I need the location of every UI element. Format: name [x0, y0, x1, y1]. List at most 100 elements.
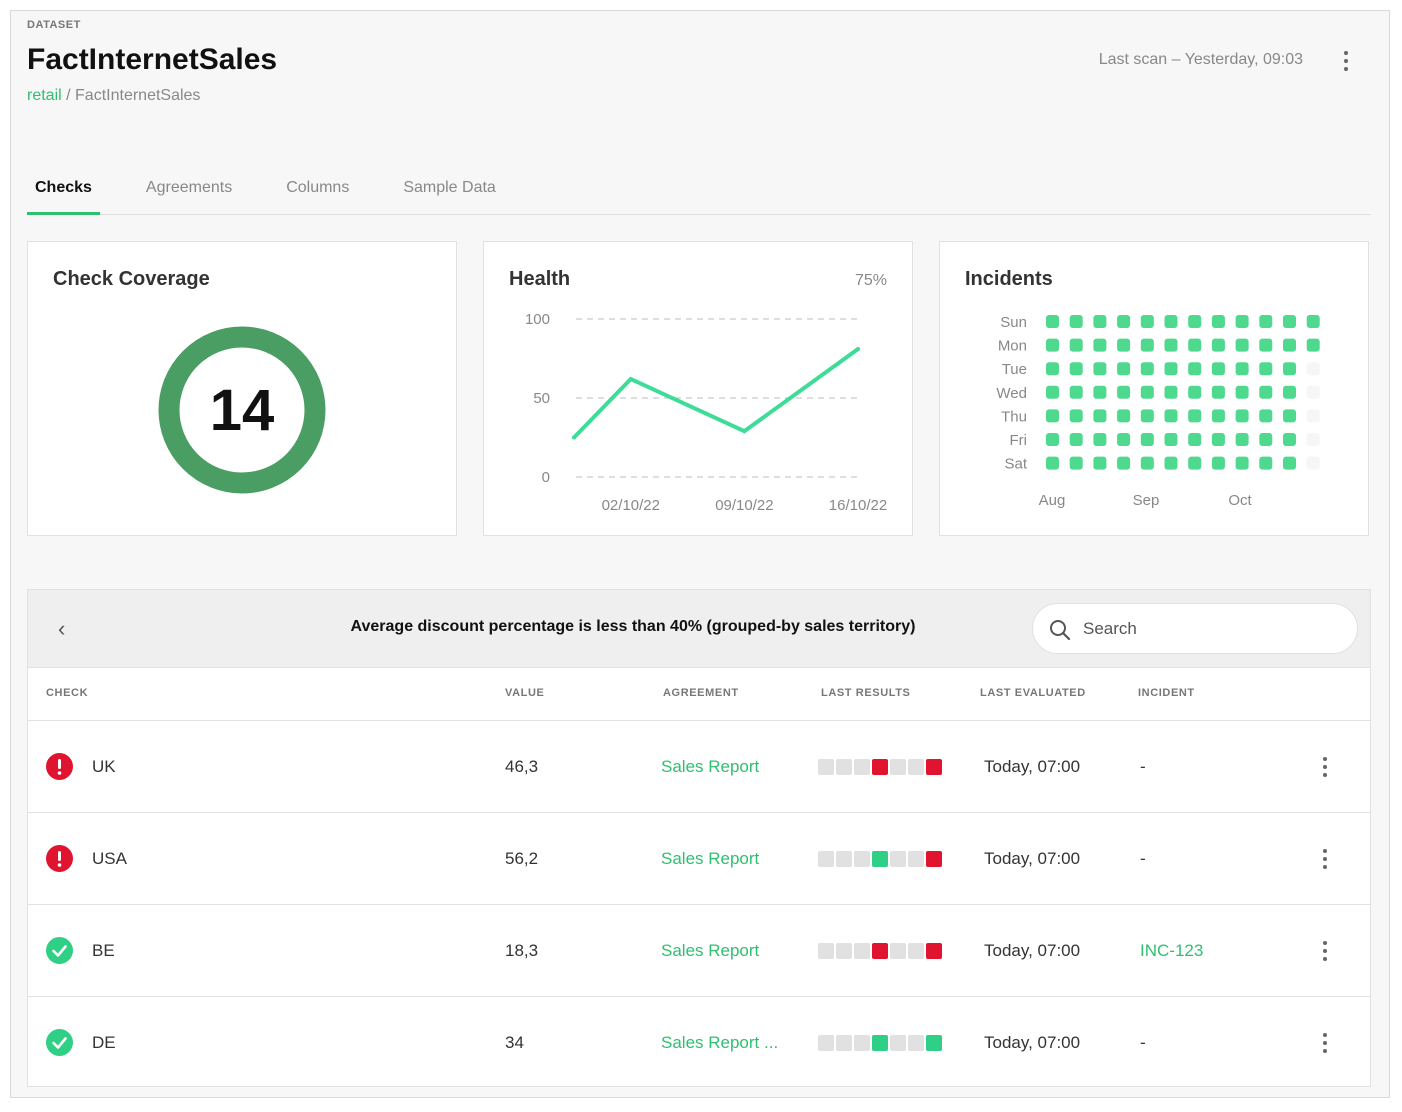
health-series-line — [572, 347, 860, 439]
breadcrumb-separator: / — [61, 87, 76, 104]
heatmap-cell — [1069, 409, 1083, 423]
heatmap-cell — [1093, 433, 1107, 446]
tab-bar: Checks Agreements Columns Sample Data — [27, 175, 1371, 215]
incidents-heatmap: Sun Mon Tue Wed Thu Fri Sat Aug Sep Oct — [996, 314, 1320, 509]
success-status-icon — [46, 1029, 73, 1056]
x-tick-label: 16/10/22 — [829, 497, 887, 514]
heatmap-cell — [1164, 433, 1178, 446]
heatmap-cell — [1188, 385, 1202, 399]
result-red-square — [872, 943, 888, 959]
heatmap-cell — [1140, 338, 1154, 352]
heatmap-cell — [1235, 362, 1249, 376]
result-empty-square — [908, 851, 924, 867]
breadcrumb-root-link[interactable]: retail — [27, 87, 62, 104]
heatmap-cell — [1235, 385, 1249, 399]
result-empty-square — [908, 759, 924, 775]
page-title: FactInternetSales — [27, 43, 278, 76]
heatmap-cell — [1140, 315, 1154, 328]
heatmap-cell — [1235, 338, 1249, 352]
tab-columns[interactable]: Columns — [286, 179, 350, 196]
search-input[interactable] — [1083, 616, 1333, 642]
row-more-options-icon[interactable] — [1320, 1031, 1330, 1055]
check-value: 34 — [505, 1033, 524, 1052]
table-row[interactable]: USA 56,2 Sales Report Today, 07:00 - — [28, 813, 1370, 905]
agreement-link[interactable]: Sales Report ... — [661, 1033, 779, 1052]
last-results-strip — [818, 759, 942, 775]
row-more-options-icon[interactable] — [1320, 755, 1330, 779]
tab-sample-data[interactable]: Sample Data — [403, 179, 496, 196]
last-evaluated: Today, 07:00 — [984, 757, 1081, 776]
heatmap-cell — [1283, 338, 1296, 352]
weekday-label: Fri — [1010, 432, 1028, 449]
error-status-icon — [46, 753, 73, 780]
table-row[interactable]: BE 18,3 Sales Report Today, 07:00 INC-12… — [28, 905, 1370, 997]
agreement-link[interactable]: Sales Report — [661, 941, 760, 960]
incident-link[interactable]: INC-123 — [1140, 941, 1204, 960]
heatmap-cell — [1211, 315, 1225, 328]
heatmap-cell — [1306, 315, 1320, 328]
tab-agreements[interactable]: Agreements — [145, 179, 233, 196]
back-chevron-icon[interactable]: ‹ — [58, 616, 66, 641]
result-empty-square — [890, 851, 906, 867]
weekday-label: Sun — [1000, 314, 1027, 331]
row-more-options-icon[interactable] — [1320, 939, 1330, 963]
result-green-square — [872, 851, 888, 867]
last-evaluated: Today, 07:00 — [984, 849, 1081, 868]
result-empty-square — [854, 759, 870, 775]
result-empty-square — [818, 759, 834, 775]
heatmap-cell — [1069, 315, 1083, 328]
result-empty-square — [854, 851, 870, 867]
heatmap-cell — [1093, 385, 1107, 399]
heatmap-cell — [1117, 362, 1131, 376]
heatmap-cell — [1117, 456, 1131, 470]
month-label: Sep — [1133, 492, 1160, 509]
result-red-square — [872, 759, 888, 775]
incidents-title: Incidents — [965, 268, 1053, 290]
heatmap-cell — [1211, 409, 1225, 423]
row-more-options-icon[interactable] — [1320, 847, 1330, 871]
result-empty-square — [908, 1035, 924, 1051]
table-row[interactable]: DE 34 Sales Report ... Today, 07:00 - — [28, 997, 1370, 1089]
heatmap-cell — [1046, 456, 1059, 470]
tab-checks[interactable]: Checks — [27, 175, 100, 215]
heatmap-cell-empty — [1306, 409, 1320, 423]
heatmap-cell — [1046, 385, 1059, 399]
y-tick-label: 50 — [533, 390, 550, 407]
heatmap-cell — [1164, 385, 1178, 399]
heatmap-cell — [1140, 409, 1154, 423]
search-box[interactable] — [1032, 603, 1358, 654]
more-options-icon[interactable] — [1341, 49, 1351, 73]
heatmap-cell-empty — [1306, 456, 1320, 470]
heatmap-cell — [1259, 409, 1273, 423]
heatmap-cell — [1211, 385, 1225, 399]
heatmap-cell — [1283, 362, 1296, 376]
agreement-link[interactable]: Sales Report — [661, 849, 760, 868]
weekday-label: Mon — [998, 338, 1027, 355]
heatmap-cell — [1283, 385, 1296, 399]
health-data-point — [856, 347, 860, 352]
heatmap-cell — [1259, 456, 1273, 470]
heatmap-cell — [1140, 362, 1154, 376]
column-header-agreement: AGREEMENT — [663, 687, 739, 699]
health-data-point — [628, 377, 633, 382]
heatmap-cell — [1117, 409, 1131, 423]
heatmap-cell — [1069, 362, 1083, 376]
result-green-square — [872, 1035, 888, 1051]
heatmap-cell — [1046, 409, 1059, 423]
column-header-value: VALUE — [505, 687, 545, 699]
incidents-card: Incidents Sun Mon Tue Wed Thu Fri Sat Aug Sep Oct — [939, 241, 1369, 536]
heatmap-cell — [1211, 362, 1225, 376]
column-header-last-results: LAST RESULTS — [821, 687, 911, 699]
heatmap-cell — [1188, 409, 1202, 423]
heatmap-cell — [1235, 433, 1249, 446]
result-empty-square — [854, 943, 870, 959]
check-coverage-title: Check Coverage — [53, 268, 210, 290]
table-row[interactable]: UK 46,3 Sales Report Today, 07:00 - — [28, 721, 1370, 813]
panel-header: ‹ Average discount percentage is less th… — [28, 590, 1370, 668]
month-label: Oct — [1228, 492, 1252, 509]
incident-value: - — [1140, 757, 1146, 776]
heatmap-cell-empty — [1306, 433, 1320, 446]
heatmap-cell — [1046, 315, 1059, 328]
column-header-check: CHECK — [46, 687, 89, 699]
agreement-link[interactable]: Sales Report — [661, 757, 760, 776]
